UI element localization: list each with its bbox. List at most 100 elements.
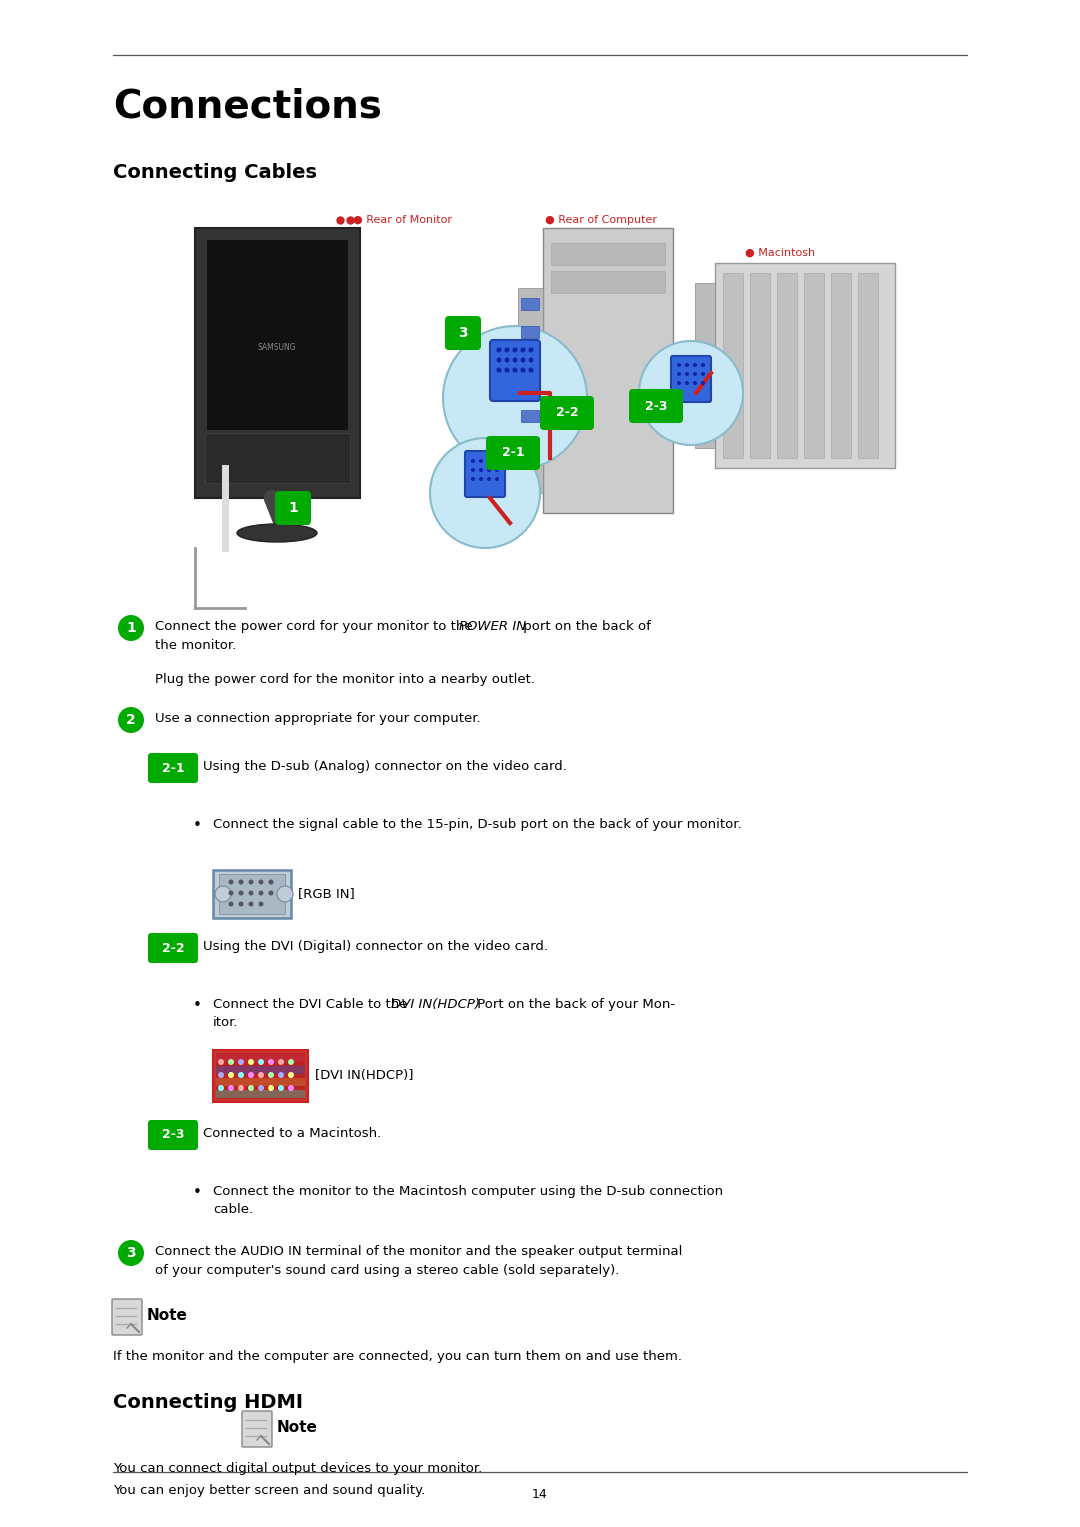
Circle shape xyxy=(677,373,681,376)
Circle shape xyxy=(528,357,534,362)
Circle shape xyxy=(248,890,254,895)
Text: the monitor.: the monitor. xyxy=(156,638,237,652)
FancyBboxPatch shape xyxy=(148,753,198,783)
Text: You can connect digital output devices to your monitor.: You can connect digital output devices t… xyxy=(113,1461,483,1475)
Circle shape xyxy=(239,901,243,907)
Circle shape xyxy=(239,880,243,884)
Circle shape xyxy=(228,1072,234,1078)
FancyBboxPatch shape xyxy=(216,1066,305,1073)
Text: Note: Note xyxy=(147,1309,188,1322)
FancyBboxPatch shape xyxy=(629,389,683,423)
FancyBboxPatch shape xyxy=(216,1078,305,1086)
Circle shape xyxy=(677,382,681,385)
Circle shape xyxy=(480,476,483,481)
Circle shape xyxy=(495,467,499,472)
Circle shape xyxy=(480,467,483,472)
Text: DVI IN(HDCP): DVI IN(HDCP) xyxy=(391,999,480,1011)
Circle shape xyxy=(258,880,264,884)
Text: 1: 1 xyxy=(126,621,136,635)
Circle shape xyxy=(701,363,705,366)
FancyBboxPatch shape xyxy=(777,273,797,458)
FancyBboxPatch shape xyxy=(521,354,539,366)
Text: Connected to a Macintosh.: Connected to a Macintosh. xyxy=(203,1127,381,1141)
Circle shape xyxy=(693,382,697,385)
FancyBboxPatch shape xyxy=(185,199,930,583)
Text: Connections: Connections xyxy=(113,89,382,127)
Circle shape xyxy=(504,357,510,362)
Text: of your computer's sound card using a stereo cable (sold separately).: of your computer's sound card using a st… xyxy=(156,1264,619,1277)
Circle shape xyxy=(288,1060,294,1064)
Circle shape xyxy=(497,368,501,373)
Circle shape xyxy=(430,438,540,548)
Circle shape xyxy=(521,368,526,373)
Circle shape xyxy=(693,363,697,366)
Text: Connect the signal cable to the 15-pin, D-sub port on the back of your monitor.: Connect the signal cable to the 15-pin, … xyxy=(213,818,742,831)
Circle shape xyxy=(238,1060,244,1064)
Text: Port on the back of your Mon-: Port on the back of your Mon- xyxy=(473,999,675,1011)
Circle shape xyxy=(495,460,499,463)
Circle shape xyxy=(495,476,499,481)
FancyBboxPatch shape xyxy=(543,228,673,513)
Circle shape xyxy=(118,707,144,733)
Text: 2-3: 2-3 xyxy=(645,400,667,412)
FancyBboxPatch shape xyxy=(551,270,665,293)
Text: 2-2: 2-2 xyxy=(162,942,185,954)
Circle shape xyxy=(269,890,273,895)
FancyBboxPatch shape xyxy=(112,1299,141,1335)
Circle shape xyxy=(248,880,254,884)
FancyBboxPatch shape xyxy=(521,382,539,394)
FancyBboxPatch shape xyxy=(521,411,539,421)
FancyBboxPatch shape xyxy=(205,434,350,483)
Text: 3: 3 xyxy=(458,325,468,341)
FancyBboxPatch shape xyxy=(213,1051,308,1102)
Text: Use a connection appropriate for your computer.: Use a connection appropriate for your co… xyxy=(156,712,481,725)
Text: Connect the monitor to the Macintosh computer using the D-sub connection: Connect the monitor to the Macintosh com… xyxy=(213,1185,724,1199)
Circle shape xyxy=(513,357,517,362)
Circle shape xyxy=(218,1060,224,1064)
FancyBboxPatch shape xyxy=(671,356,711,402)
Circle shape xyxy=(677,363,681,366)
Circle shape xyxy=(487,476,491,481)
Circle shape xyxy=(480,460,483,463)
FancyBboxPatch shape xyxy=(804,273,824,458)
FancyBboxPatch shape xyxy=(521,325,539,337)
Text: [DVI IN(HDCP)]: [DVI IN(HDCP)] xyxy=(315,1069,414,1083)
Circle shape xyxy=(229,890,233,895)
FancyBboxPatch shape xyxy=(486,437,540,470)
Circle shape xyxy=(215,886,231,902)
Circle shape xyxy=(701,382,705,385)
Circle shape xyxy=(258,890,264,895)
Text: Connect the power cord for your monitor to the: Connect the power cord for your monitor … xyxy=(156,620,477,634)
Circle shape xyxy=(685,382,689,385)
Circle shape xyxy=(118,615,144,641)
Circle shape xyxy=(528,348,534,353)
Circle shape xyxy=(487,467,491,472)
Circle shape xyxy=(497,348,501,353)
Circle shape xyxy=(258,1060,264,1064)
FancyBboxPatch shape xyxy=(242,1411,272,1448)
Circle shape xyxy=(258,1086,264,1090)
Circle shape xyxy=(278,1072,284,1078)
Circle shape xyxy=(639,341,743,444)
Circle shape xyxy=(118,1240,144,1266)
Circle shape xyxy=(471,467,475,472)
Circle shape xyxy=(218,1072,224,1078)
Circle shape xyxy=(258,1072,264,1078)
FancyBboxPatch shape xyxy=(518,289,543,493)
FancyBboxPatch shape xyxy=(148,1119,198,1150)
Circle shape xyxy=(238,1072,244,1078)
Circle shape xyxy=(513,368,517,373)
Text: ● Rear of Monitor: ● Rear of Monitor xyxy=(353,215,453,224)
Text: 2-3: 2-3 xyxy=(162,1128,185,1142)
FancyBboxPatch shape xyxy=(831,273,851,458)
FancyBboxPatch shape xyxy=(207,240,348,431)
Text: 2-1: 2-1 xyxy=(502,446,524,460)
Text: 2-2: 2-2 xyxy=(556,406,578,420)
FancyBboxPatch shape xyxy=(213,870,291,918)
FancyBboxPatch shape xyxy=(715,263,895,467)
Circle shape xyxy=(258,901,264,907)
Text: •: • xyxy=(193,999,202,1012)
FancyBboxPatch shape xyxy=(490,341,540,402)
Circle shape xyxy=(239,890,243,895)
Circle shape xyxy=(268,1060,274,1064)
